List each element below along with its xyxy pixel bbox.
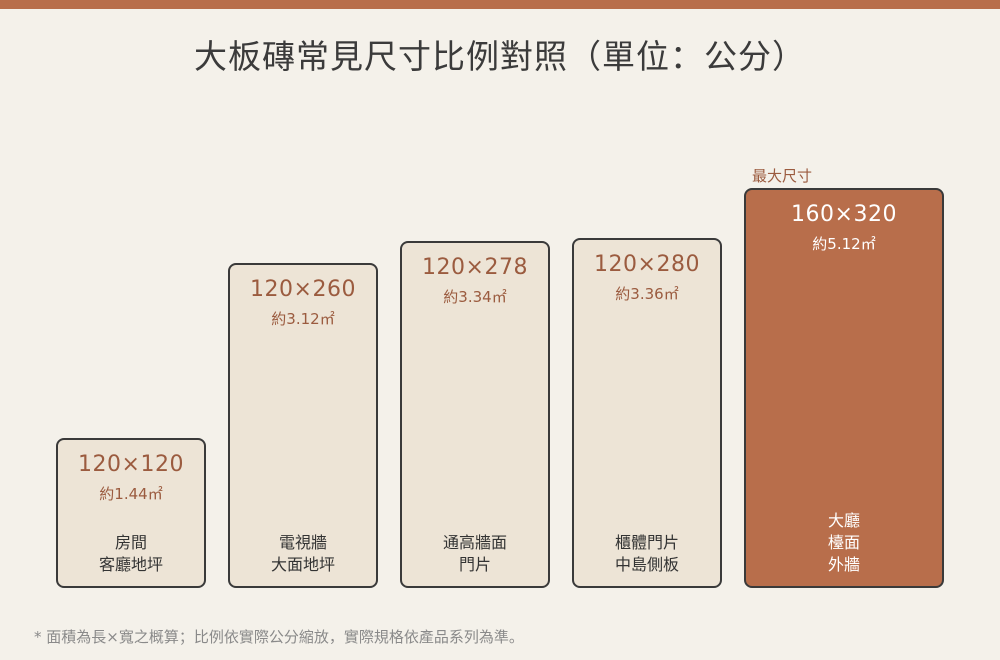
- max-size-label: 最大尺寸: [752, 167, 813, 185]
- tile-use-label: 外牆: [827, 555, 860, 574]
- tile-uses: 櫃體門片 中島側板: [574, 532, 720, 576]
- tile-use-label: 中島側板: [614, 555, 679, 574]
- tile-dimensions: 120×278: [422, 254, 528, 280]
- tile-dimensions: 120×280: [594, 252, 700, 277]
- tile-120x280: 120×280 約3.36㎡ 櫃體門片 中島側板: [572, 238, 722, 588]
- tile-dimensions: 120×260: [250, 277, 356, 302]
- tile-use-label: 電視牆: [278, 533, 327, 552]
- top-accent-bar: [0, 0, 1000, 9]
- tile-use-label: 大廳: [827, 511, 860, 530]
- tile-area: 約3.34㎡: [443, 287, 507, 306]
- tile-use-label: 客廳地坪: [98, 555, 163, 574]
- tile-120x278: 120×278 約3.34㎡ 通高牆面 門片: [400, 240, 550, 588]
- tile-use-label: 檯面: [827, 533, 860, 552]
- tile-area: 約3.36㎡: [615, 285, 679, 303]
- tile-use-label: 房間: [114, 533, 147, 552]
- tile-dimensions: 160×320: [791, 202, 897, 227]
- tile-uses: 房間 客廳地坪: [58, 532, 204, 576]
- tile-uses: 大廳 檯面 外牆: [746, 510, 942, 576]
- tile-area: 約3.12㎡: [271, 310, 335, 328]
- footnote: * 面積為長×寬之概算；比例依實際公分縮放，實際規格依產品系列為準。: [34, 628, 524, 646]
- tile-use-label: 通高牆面: [442, 533, 507, 552]
- tile-use-label: 門片: [458, 555, 491, 574]
- tile-120x120: 120×120 約1.44㎡ 房間 客廳地坪: [56, 438, 206, 588]
- tile-area: 約1.44㎡: [99, 485, 163, 503]
- tile-160x320: 160×320 約5.12㎡ 大廳 檯面 外牆: [744, 188, 944, 588]
- tile-dimensions: 120×120: [78, 452, 184, 477]
- tile-use-label: 櫃體門片: [614, 533, 679, 552]
- tile-area: 約5.12㎡: [812, 235, 876, 253]
- tile-uses: 電視牆 大面地坪: [230, 532, 376, 576]
- tile-uses: 通高牆面 門片: [402, 532, 548, 576]
- page-title: 大板磚常見尺寸比例對照（單位：公分）: [194, 37, 806, 76]
- tile-use-label: 大面地坪: [270, 555, 335, 574]
- tile-120x260: 120×260 約3.12㎡ 電視牆 大面地坪: [228, 263, 378, 588]
